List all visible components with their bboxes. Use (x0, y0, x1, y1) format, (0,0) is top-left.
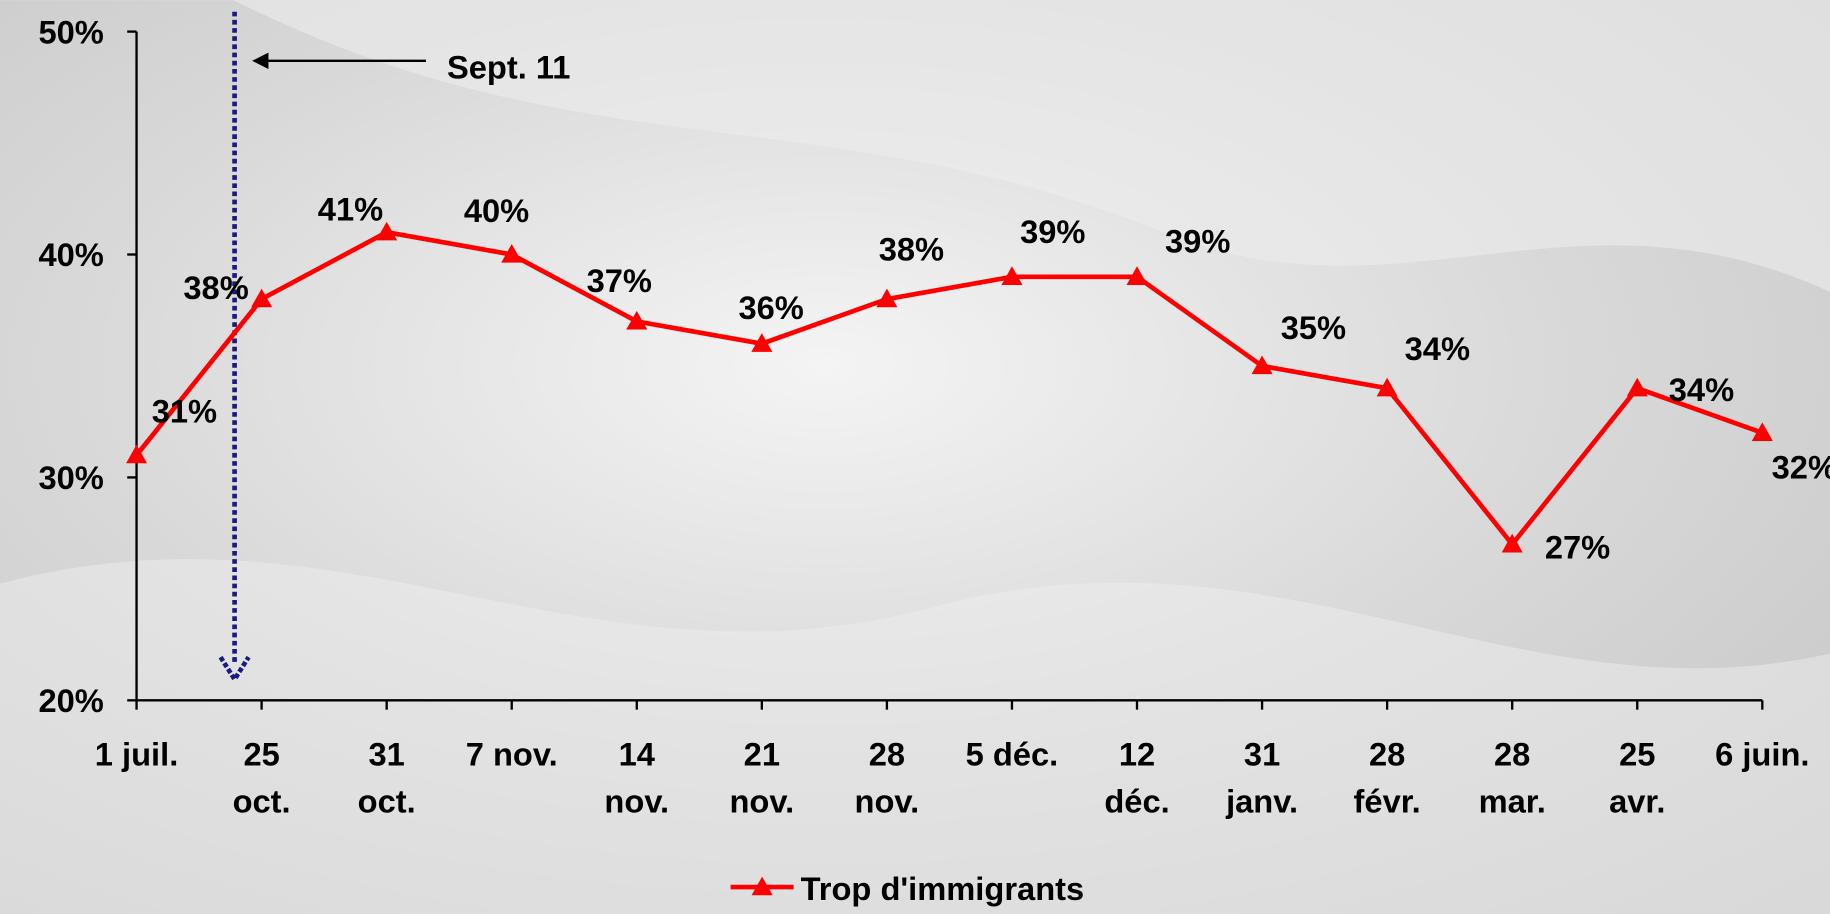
x-tick-label: 7 nov. (466, 736, 558, 773)
data-label: 27% (1545, 528, 1610, 565)
x-tick-label: 28 nov. (855, 736, 920, 820)
data-label: 31% (152, 392, 217, 429)
marker (501, 244, 523, 263)
marker (376, 221, 398, 241)
x-tick-label: 25 avr. (1609, 736, 1665, 820)
marker (1251, 355, 1273, 375)
marker (126, 444, 148, 464)
data-label: 35% (1281, 309, 1346, 346)
data-label: 32% (1772, 448, 1830, 485)
x-tick-label: 25 oct. (233, 736, 291, 820)
x-tick-label: 31 janv. (1225, 736, 1298, 820)
legend-label: Trop d'immigrants (801, 870, 1085, 907)
x-tick-label: 28 févr. (1354, 736, 1421, 820)
x-tick-label: 5 déc. (966, 736, 1059, 773)
background-swirl (0, 559, 1830, 914)
data-label: 38% (879, 231, 944, 268)
marker (1751, 422, 1773, 442)
data-label: 39% (1165, 222, 1230, 259)
x-tick-label: 28 mar. (1479, 736, 1546, 820)
marker (1001, 266, 1023, 285)
marker (626, 310, 648, 330)
y-tick-label: 50% (38, 13, 103, 50)
marker (251, 288, 273, 308)
data-label: 38% (183, 269, 248, 306)
x-tick-label: 21 nov. (729, 736, 794, 820)
x-tick-label: 6 juin. (1715, 736, 1809, 773)
data-label: 39% (1020, 213, 1085, 250)
x-tick-label: 1 juil. (95, 736, 178, 773)
marker (1126, 266, 1148, 285)
marker (876, 288, 898, 308)
background-swirl (233, 0, 1830, 292)
y-tick-label: 30% (38, 459, 103, 496)
data-label: 34% (1405, 330, 1470, 367)
data-label: 34% (1669, 371, 1734, 408)
marker (1626, 377, 1648, 397)
data-label: 36% (738, 289, 803, 326)
x-tick-label: 31 oct. (358, 736, 416, 820)
data-label: 41% (318, 191, 383, 228)
marker (1376, 377, 1398, 397)
line (134, 229, 1764, 549)
annotation: Sept. 11 (447, 48, 570, 85)
x-tick-label: 12 déc. (1104, 736, 1169, 820)
event-arrowhead (218, 655, 251, 684)
marker (751, 333, 773, 352)
data-label: 40% (464, 192, 529, 229)
y-tick-label: 40% (38, 236, 103, 273)
data-label: 37% (587, 262, 652, 299)
marker (1501, 533, 1523, 553)
legend-marker (751, 876, 773, 896)
x-tick-label: 14 nov. (604, 736, 669, 820)
annotation-arrowhead (252, 52, 269, 69)
y-tick-label: 20% (38, 682, 103, 719)
